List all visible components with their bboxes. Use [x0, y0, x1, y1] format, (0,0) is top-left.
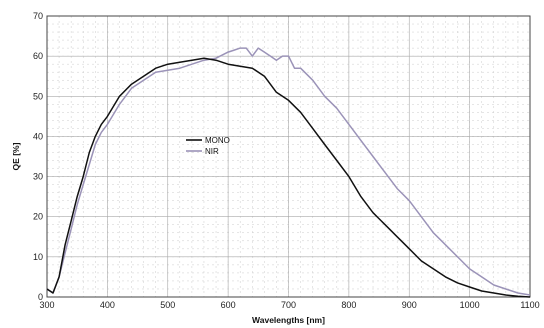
x-tick-label: 400	[100, 300, 115, 310]
legend: MONO NIR	[186, 136, 230, 156]
x-tick-label: 1100	[520, 300, 539, 310]
legend-label-nir: NIR	[205, 147, 219, 156]
y-tick-label: 30	[33, 172, 43, 182]
series-line-mono	[46, 57, 531, 298]
y-tick-label: 50	[33, 91, 43, 101]
y-tick-label: 40	[33, 131, 43, 141]
x-tick-label: 600	[221, 300, 236, 310]
x-tick-label: 300	[39, 300, 54, 310]
y-tick-label: 60	[33, 51, 43, 61]
x-tick-label: 900	[402, 300, 417, 310]
grid	[46, 15, 531, 298]
plot-frame	[46, 15, 531, 298]
x-tick-label: 1000	[460, 300, 480, 310]
x-tick-label: 800	[341, 300, 356, 310]
x-tick-label: 500	[160, 300, 175, 310]
x-tick-label: 700	[281, 300, 296, 310]
series-lines	[46, 47, 531, 298]
y-tick-label: 70	[33, 11, 43, 21]
legend-label-mono: MONO	[205, 136, 230, 145]
x-axis-title: Wavelengths [nm]	[252, 315, 325, 325]
series-line-nir	[46, 47, 531, 296]
y-axis-title: QE [%]	[11, 142, 21, 170]
y-tick-label: 0	[38, 292, 43, 302]
y-tick-label: 10	[33, 252, 43, 262]
tick-labels: 300 400 500 600 700 800 900 1000 1100 0 10 20 30 40 50…	[33, 11, 540, 310]
y-tick-label: 20	[33, 212, 43, 222]
